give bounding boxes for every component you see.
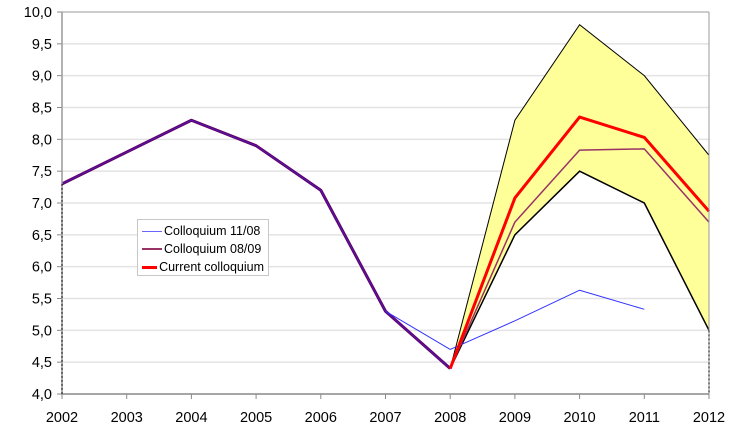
legend-swatch-red [142,265,158,269]
y-tick-label: 7,0 [32,196,52,212]
y-tick-label: 4,0 [32,387,52,403]
y-tick-label: 6,0 [32,260,52,276]
series-line [448,115,711,370]
forecast-band [449,24,710,369]
x-tick-label: 2006 [305,410,337,426]
legend-label: Colloquium 11/08 [164,224,261,238]
legend-item-colloquium-11-08: Colloquium 11/08 [142,222,264,240]
x-tick-label: 2007 [369,410,401,426]
x-tick-label: 2012 [693,410,725,426]
x-tick-label: 2010 [563,410,595,426]
x-tick-label: 2004 [175,410,207,426]
legend-item-current-colloquium: Current colloquium [142,258,264,276]
y-tick-label: 8,0 [32,132,52,148]
x-tick-label: 2002 [46,410,78,426]
series-line [449,148,710,369]
chart-legend: Colloquium 11/08 Colloquium 08/09 Curren… [137,219,269,276]
legend-swatch-purple [142,248,162,250]
x-tick-label: 2009 [499,410,531,426]
y-tick-label: 8,5 [32,101,52,117]
legend-item-colloquium-08-09: Colloquium 08/09 [142,240,264,258]
legend-label: Colloquium 08/09 [164,242,262,256]
legend-swatch-blue [142,230,162,232]
x-tick-label: 2011 [629,410,660,426]
y-tick-label: 6,5 [32,228,52,244]
x-tick-label: 2005 [240,410,272,426]
legend-label: Current colloquium [159,260,264,274]
y-tick-label: 9,5 [32,37,52,53]
series-line [385,289,645,350]
x-tick-label: 2003 [111,410,143,426]
axes [57,11,710,399]
y-tick-label: 7,5 [32,164,52,180]
y-tick-label: 10,0 [24,5,52,21]
y-tick-label: 4,5 [32,355,52,371]
y-tick-label: 5,0 [32,323,52,339]
x-tick-label: 2008 [434,410,466,426]
x-axis-labels: 2002 2003 2004 2005 2006 2007 2008 2009 2010 2011… [46,410,725,426]
y-tick-label: 9,0 [32,69,52,85]
y-axis-labels: 4,0 4,5 5,0 5,5 6,0 6,5 7,0 7,5 8,0 8,5 9,0 9,5 10,0 [24,5,52,403]
data-lines [61,115,711,370]
y-tick-label: 5,5 [32,292,52,308]
